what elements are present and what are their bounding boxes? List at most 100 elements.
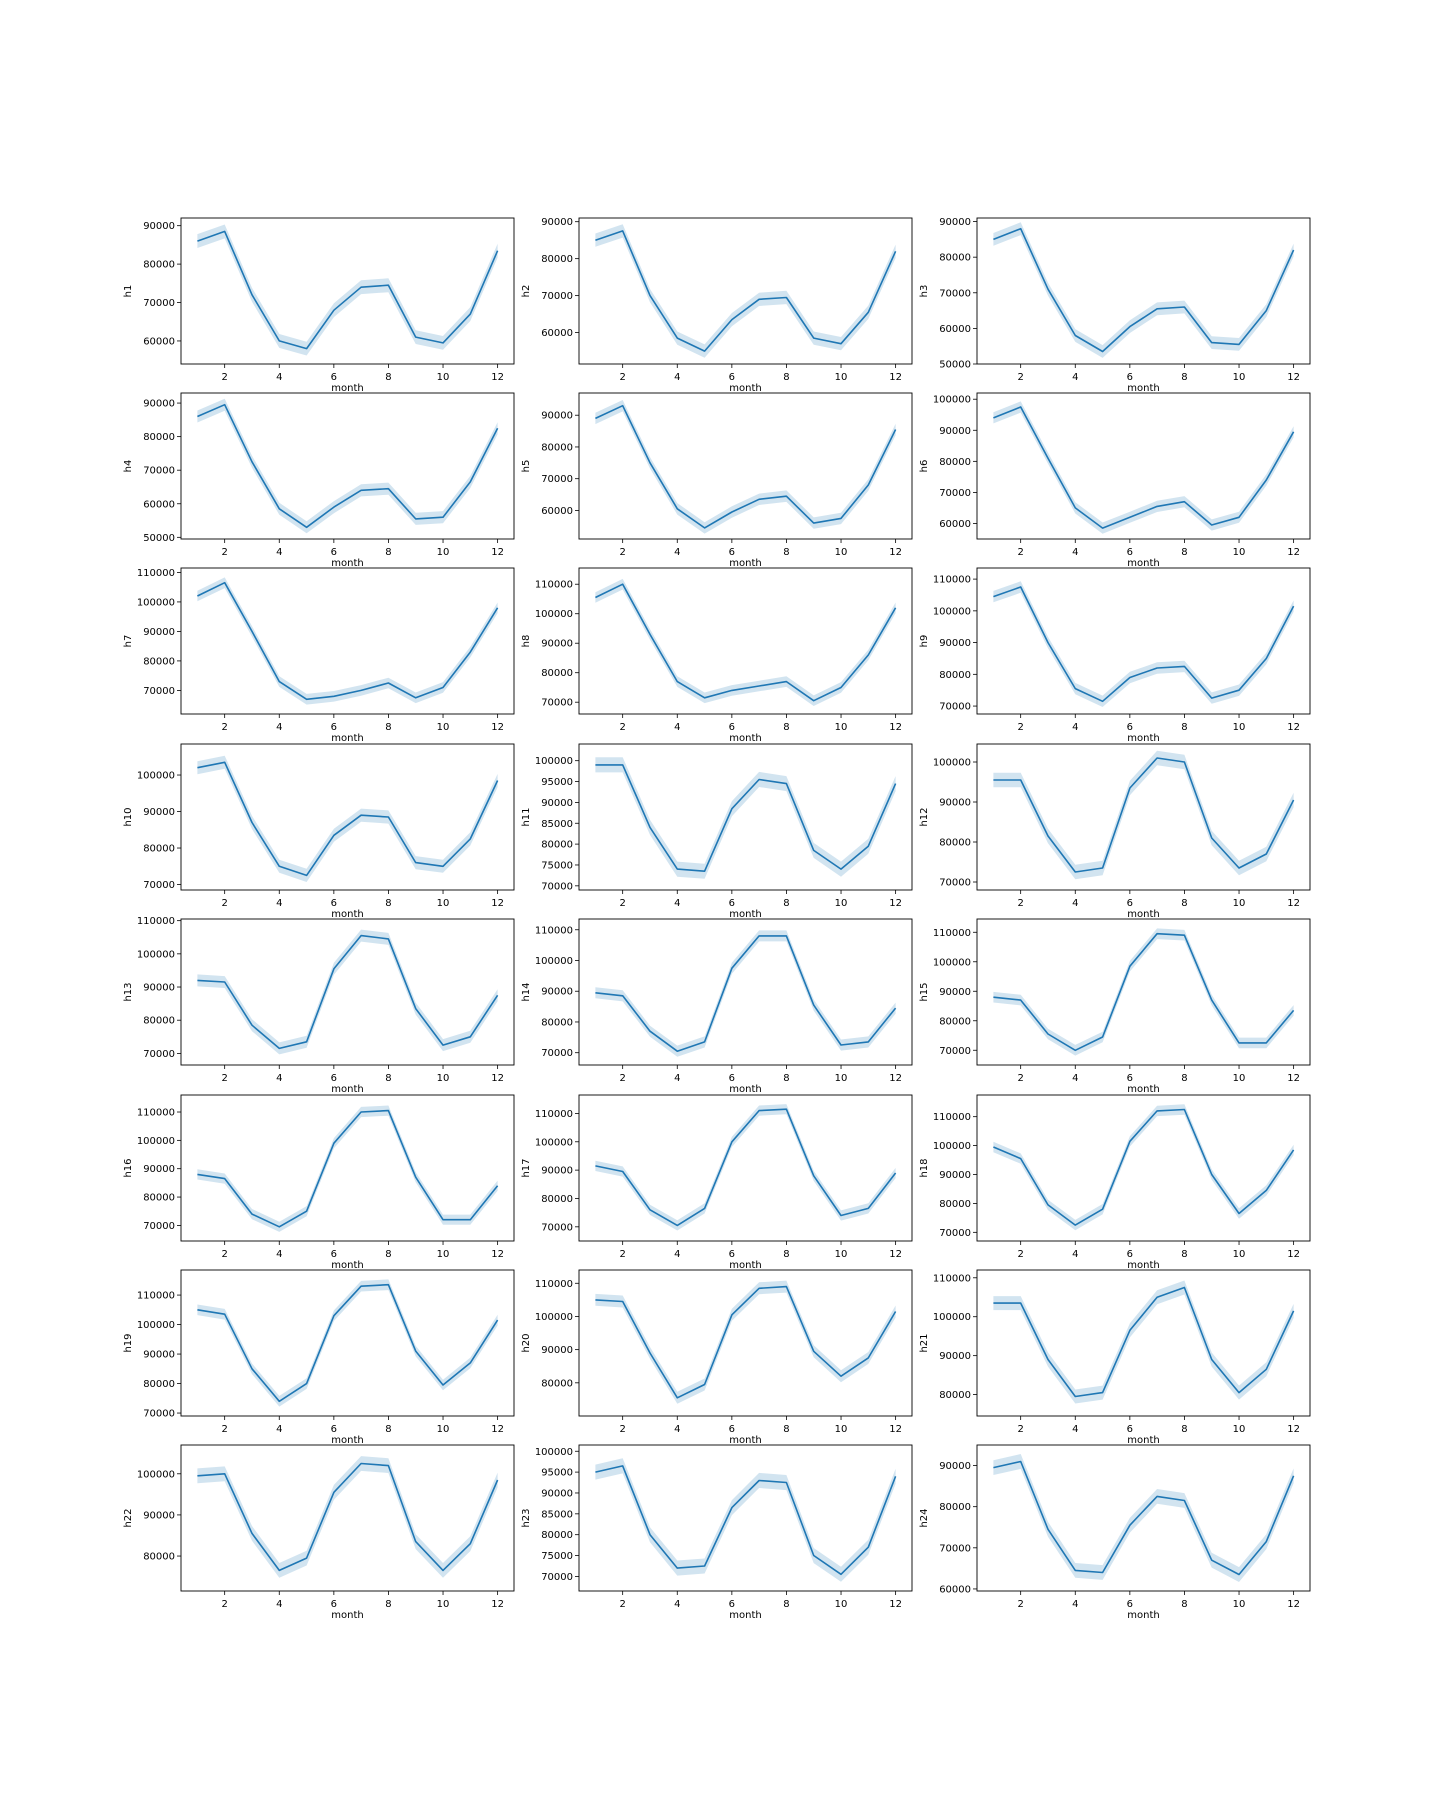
x-tick-label: 6 — [331, 722, 337, 733]
x-tick-label: 2 — [619, 1424, 625, 1435]
x-axis-label: month — [1127, 1610, 1159, 1621]
x-tick-label: 8 — [1181, 1249, 1187, 1260]
x-tick-label: 6 — [1127, 1073, 1133, 1084]
y-axis-label: h16 — [123, 1158, 134, 1177]
x-tick-label: 8 — [385, 1599, 391, 1610]
confidence-band — [197, 1279, 498, 1407]
y-tick-label: 110000 — [535, 580, 573, 591]
y-tick-label: 85000 — [541, 1509, 573, 1520]
y-tick-label: 70000 — [143, 1049, 175, 1060]
y-tick-label: 90000 — [541, 411, 573, 422]
x-tick-label: 2 — [221, 1424, 227, 1435]
x-tick-label: 6 — [729, 722, 735, 733]
x-tick-label: 2 — [221, 898, 227, 909]
x-tick-label: 2 — [221, 1073, 227, 1084]
y-axis-label: h11 — [521, 807, 532, 826]
x-tick-label: 6 — [1127, 1599, 1133, 1610]
y-tick-label: 70000 — [541, 1048, 573, 1059]
y-tick-label: 90000 — [939, 1351, 971, 1362]
confidence-band — [197, 755, 498, 882]
x-tick-label: 8 — [783, 722, 789, 733]
x-tick-label: 12 — [1287, 898, 1300, 909]
x-tick-label: 2 — [1017, 547, 1023, 558]
y-tick-label: 80000 — [143, 432, 175, 443]
y-tick-label: 60000 — [143, 499, 175, 510]
y-tick-label: 90000 — [143, 1510, 175, 1521]
series-line — [595, 230, 897, 352]
x-tick-label: 12 — [1287, 1249, 1300, 1260]
x-tick-label: 2 — [619, 1249, 625, 1260]
y-axis-label: h2 — [521, 285, 532, 298]
x-axis-label: month — [729, 1610, 761, 1621]
x-tick-label: 8 — [1181, 1599, 1187, 1610]
x-tick-label: 6 — [729, 898, 735, 909]
y-tick-label: 90000 — [143, 1350, 175, 1361]
x-tick-label: 6 — [1127, 722, 1133, 733]
x-tick-label: 6 — [331, 898, 337, 909]
subplot-h6: 2 4 6 8 10 12 60000 70000 80000 90000 100000 month h… — [919, 392, 1311, 569]
y-tick-label: 90000 — [939, 217, 971, 228]
y-axis-label: h4 — [123, 460, 134, 473]
y-axis-label: h7 — [123, 635, 134, 648]
x-tick-label: 10 — [1233, 1073, 1246, 1084]
x-tick-label: 10 — [835, 1424, 848, 1435]
subplot-h22: 2 4 6 8 10 12 80000 90000 100000 month h22 — [123, 1444, 515, 1621]
confidence-band — [595, 224, 896, 358]
axes-frame — [578, 392, 913, 540]
y-tick-label: 70000 — [939, 878, 971, 889]
series-line — [993, 932, 1295, 1052]
axes-frame — [578, 1269, 913, 1417]
subplot-h5: 2 4 6 8 10 12 60000 70000 80000 90000 month h5 — [521, 392, 913, 569]
y-tick-label: 80000 — [939, 1502, 971, 1513]
x-tick-label: 4 — [674, 1424, 680, 1435]
y-tick-label: 110000 — [933, 575, 971, 586]
confidence-band — [197, 1105, 498, 1232]
x-tick-label: 10 — [437, 372, 450, 383]
x-axis-label: month — [1127, 558, 1159, 569]
y-axis-label: h19 — [123, 1333, 134, 1352]
x-tick-label: 2 — [221, 722, 227, 733]
x-axis-label: month — [1127, 383, 1159, 394]
x-axis-label: month — [331, 383, 363, 394]
y-tick-label: 110000 — [137, 568, 175, 579]
x-tick-label: 10 — [437, 547, 450, 558]
y-tick-label: 70000 — [541, 291, 573, 302]
axes-frame — [180, 1094, 515, 1242]
x-tick-label: 12 — [889, 372, 902, 383]
y-tick-label: 60000 — [939, 519, 971, 530]
y-axis-label: h12 — [919, 807, 930, 826]
x-tick-label: 12 — [889, 1424, 902, 1435]
y-tick-label: 70000 — [939, 1543, 971, 1554]
y-tick-label: 110000 — [137, 1108, 175, 1119]
y-tick-label: 80000 — [541, 442, 573, 453]
y-tick-label: 100000 — [535, 1137, 573, 1148]
x-tick-label: 2 — [221, 372, 227, 383]
y-tick-label: 95000 — [541, 1468, 573, 1479]
axes-frame — [180, 918, 515, 1066]
x-tick-label: 2 — [1017, 1073, 1023, 1084]
x-tick-label: 4 — [276, 1599, 282, 1610]
confidence-band — [993, 1454, 1294, 1582]
x-tick-label: 10 — [1233, 898, 1246, 909]
subplot-h2: 2 4 6 8 10 12 60000 70000 80000 90000 month h2 — [521, 217, 913, 394]
y-tick-label: 100000 — [535, 956, 573, 967]
x-tick-label: 10 — [437, 1424, 450, 1435]
x-tick-label: 6 — [729, 372, 735, 383]
axes-frame — [976, 743, 1311, 891]
axes-frame — [578, 918, 913, 1066]
series-line — [595, 935, 897, 1052]
y-tick-label: 70000 — [541, 881, 573, 892]
x-tick-label: 4 — [1072, 1599, 1078, 1610]
x-tick-label: 10 — [835, 1249, 848, 1260]
y-tick-label: 60000 — [143, 336, 175, 347]
y-tick-label: 100000 — [137, 1469, 175, 1480]
x-tick-label: 8 — [1181, 547, 1187, 558]
x-axis-label: month — [1127, 909, 1159, 920]
x-tick-label: 12 — [491, 898, 504, 909]
series-line — [197, 1462, 499, 1572]
x-tick-label: 2 — [619, 372, 625, 383]
x-tick-label: 6 — [729, 1073, 735, 1084]
x-axis-label: month — [729, 1435, 761, 1446]
y-tick-label: 80000 — [143, 844, 175, 855]
subplot-h12: 2 4 6 8 10 12 70000 80000 90000 100000 month h12 — [919, 743, 1311, 920]
